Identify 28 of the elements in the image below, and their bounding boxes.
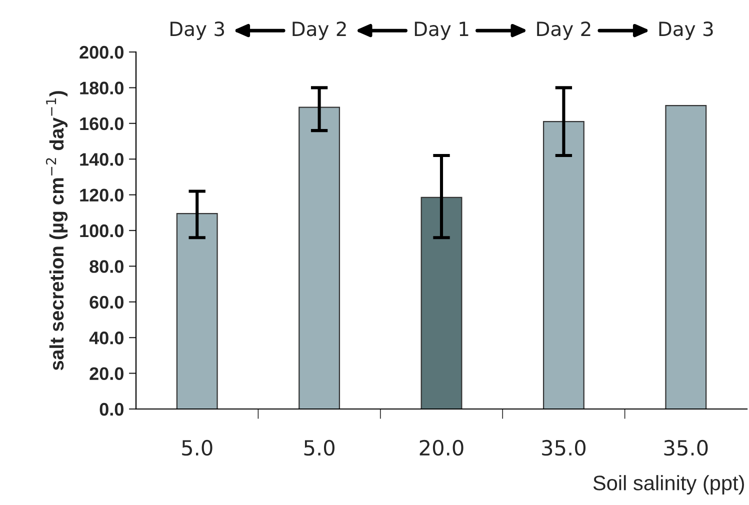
y-tick-label: 200.0 — [80, 46, 124, 59]
y-tick-label: 180.0 — [80, 82, 124, 94]
x-tick-label: 35.0 — [542, 440, 586, 456]
x-axis-title: Soil salinity (ppt) — [593, 475, 744, 495]
y-tick-label: 20.0 — [90, 367, 124, 380]
y-axis-title: salt secretion (µg cm$^{−2}$ day$^{−1}$) — [46, 91, 68, 370]
text: Day 3 — [659, 22, 713, 40]
bar — [298, 106, 340, 409]
text: Day 1 — [414, 22, 468, 40]
text: Day 2 — [537, 22, 590, 40]
text: Day 2 — [292, 22, 346, 40]
y-tick-label: 160.0 — [80, 117, 124, 130]
y-tick-label: 140.0 — [80, 153, 124, 166]
x-tick-label: 20.0 — [420, 440, 464, 456]
bar — [542, 121, 584, 409]
bar — [420, 196, 462, 409]
x-tick-label: 35.0 — [664, 440, 708, 456]
y-tick-label: 80.0 — [90, 260, 124, 273]
text: Day 3 — [170, 22, 224, 40]
y-tick-label: 40.0 — [89, 332, 124, 344]
y-tick-label: 120.0 — [80, 188, 124, 202]
y-tick-label: 60.0 — [90, 296, 124, 309]
y-tick-label: 100.0 — [80, 224, 124, 238]
bar — [176, 212, 218, 409]
y-tick-label: 0.0 — [100, 402, 124, 416]
x-tick-label: 5.0 — [304, 440, 334, 456]
bar — [665, 104, 707, 409]
x-tick-label: 5.0 — [182, 440, 212, 456]
